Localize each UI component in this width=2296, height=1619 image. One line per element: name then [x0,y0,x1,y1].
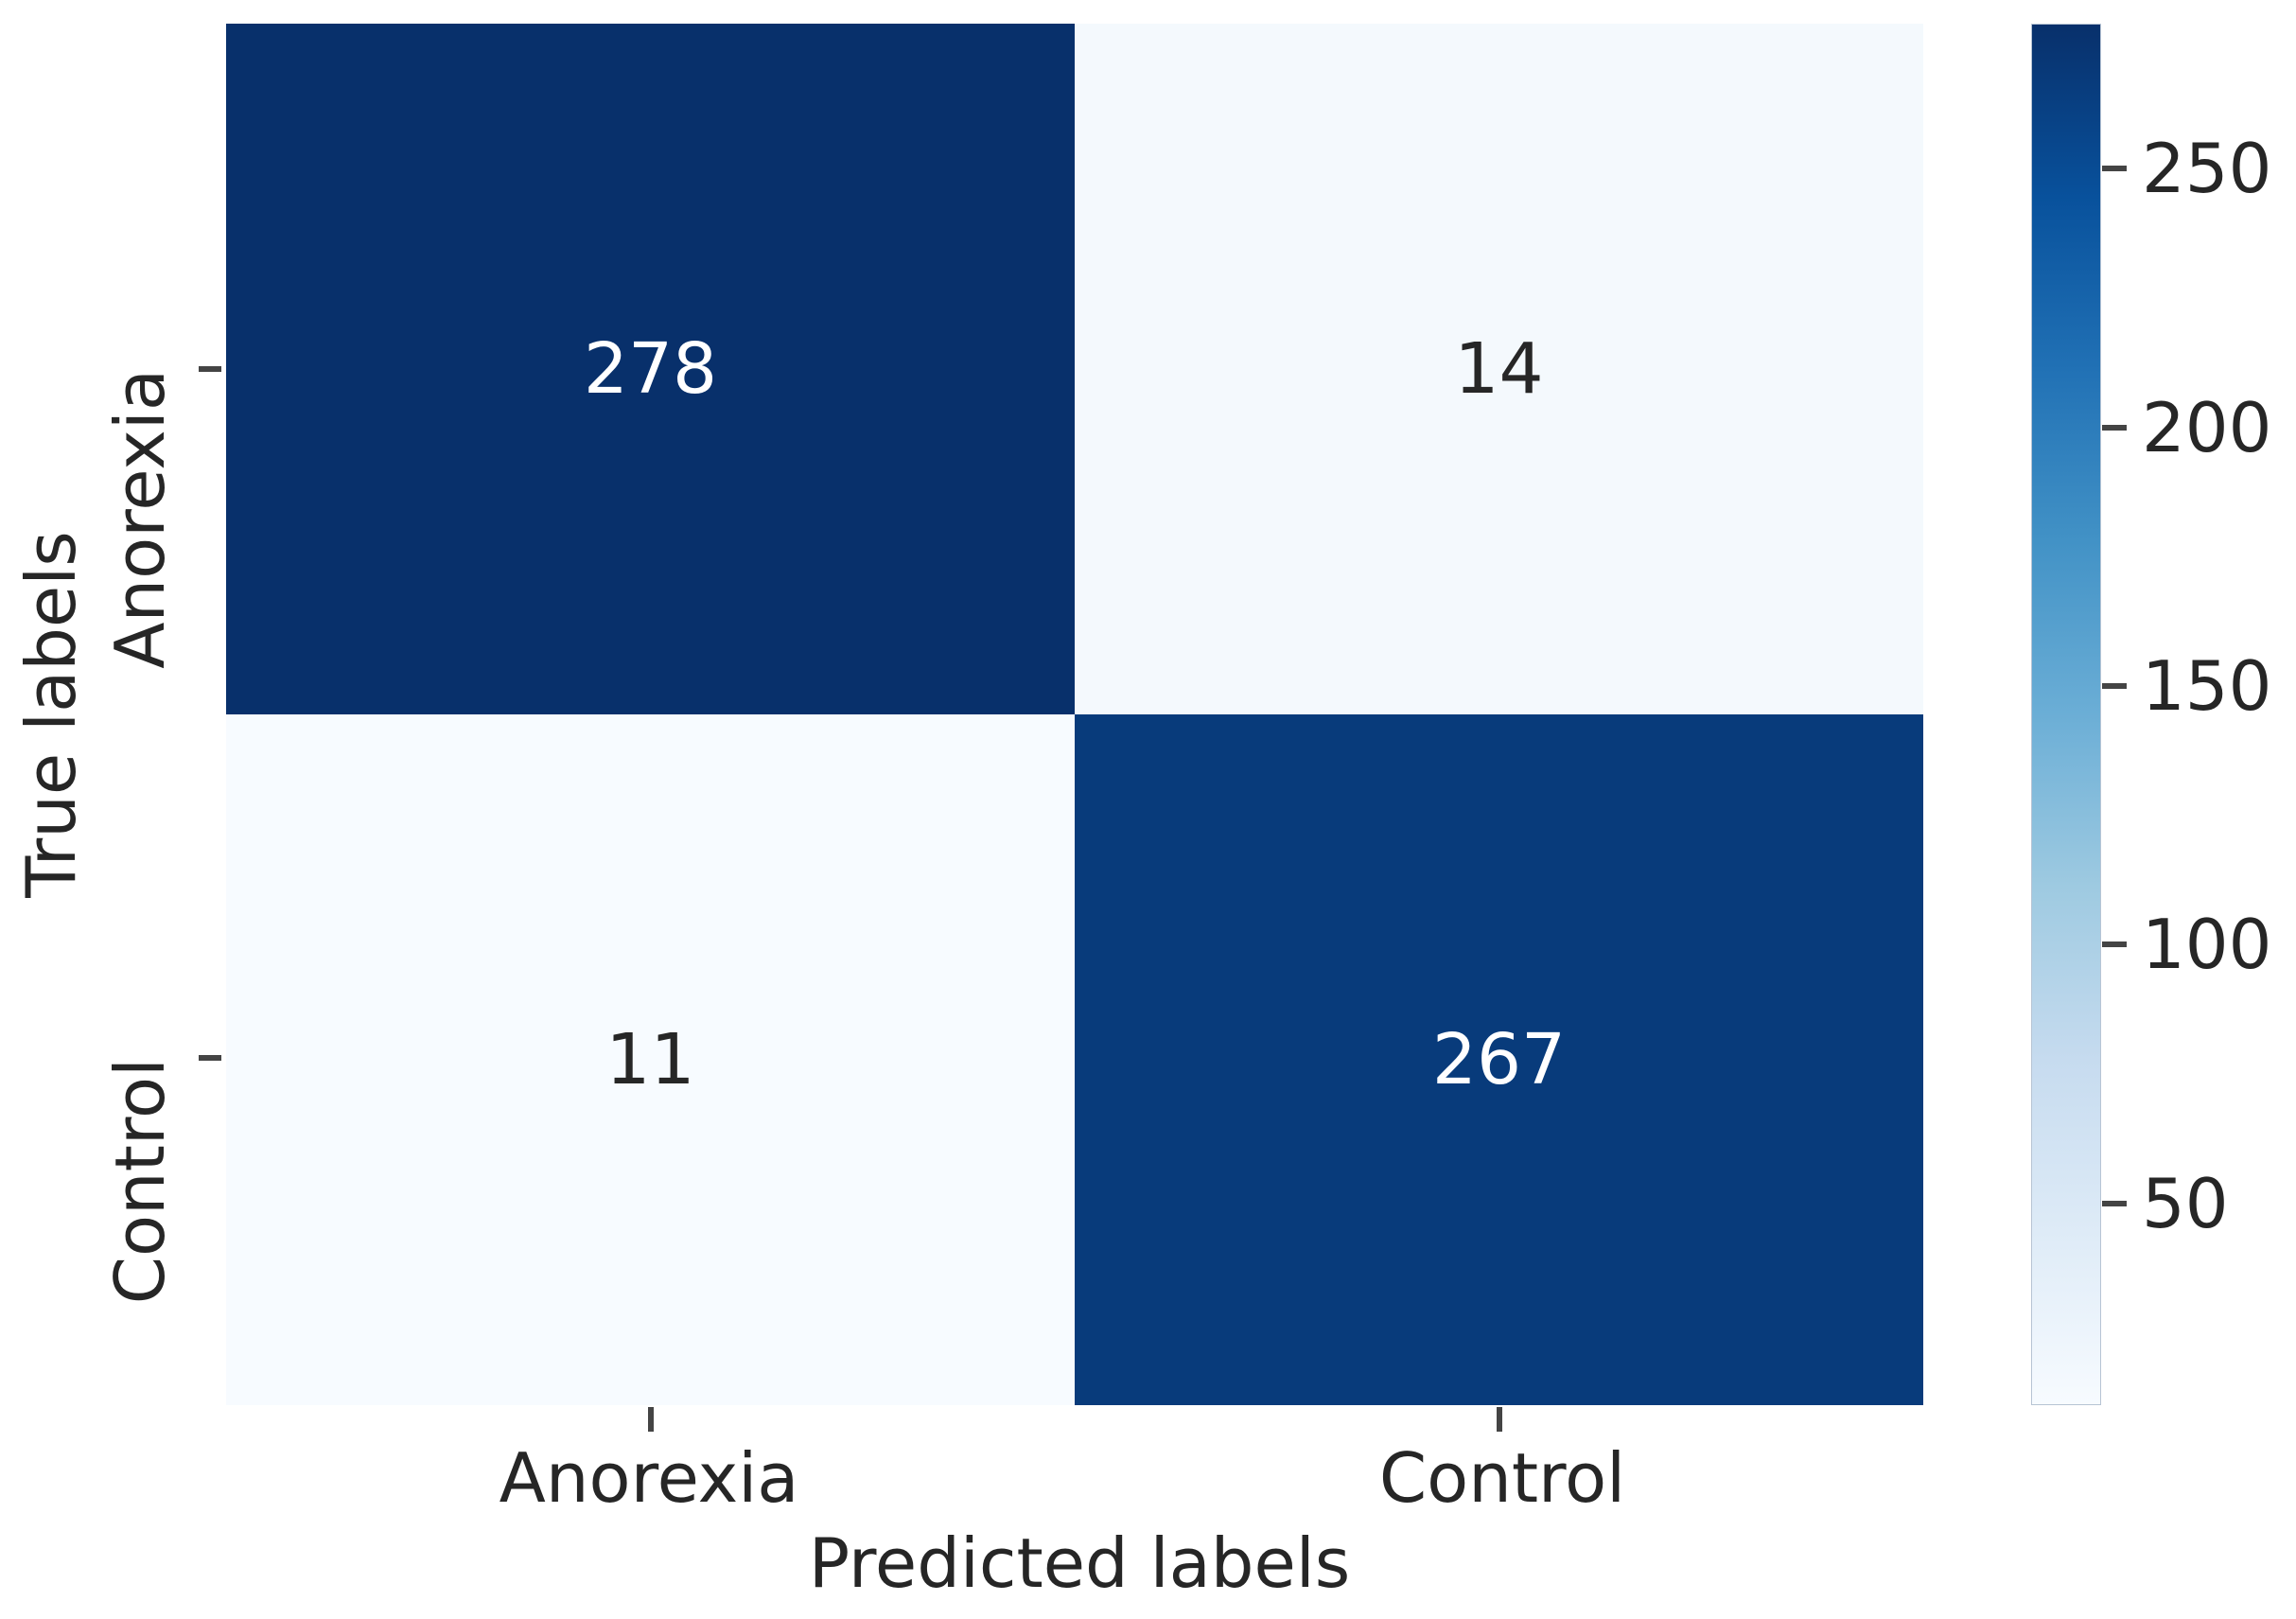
cell-true-control-pred-anorexia: 11 [226,714,1075,1405]
x-axis-label: Predicted labels [808,1523,1351,1603]
colorbar-tick-label-50: 50 [2142,1164,2229,1243]
y-axis-label: True labels [11,531,91,898]
cell-value: 267 [1431,1019,1567,1100]
x-tick-mark-control [1497,1407,1502,1432]
colorbar-tick-mark-200 [2102,425,2127,431]
colorbar-tick-mark-250 [2102,166,2127,171]
cell-value: 14 [1454,328,1544,410]
heatmap-grid: 278 14 11 267 [226,24,1923,1405]
cell-value: 278 [583,328,718,410]
x-tick-label-anorexia: Anorexia [499,1438,799,1518]
colorbar-tick-label-200: 200 [2142,388,2272,467]
colorbar-tick-mark-150 [2102,683,2127,689]
colorbar-tick-label-150: 150 [2142,646,2272,726]
cell-value: 11 [605,1019,695,1100]
y-tick-mark-anorexia [199,366,221,372]
y-tick-mark-control [199,1055,221,1061]
cell-true-control-pred-control: 267 [1075,714,1923,1405]
cell-true-anorexia-pred-anorexia: 278 [226,24,1075,714]
x-tick-mark-anorexia [648,1407,654,1432]
colorbar-tick-mark-100 [2102,941,2127,947]
colorbar-tick-mark-50 [2102,1201,2127,1206]
y-tick-label-control: Control [100,1058,180,1305]
colorbar-tick-label-100: 100 [2142,905,2272,984]
cell-true-anorexia-pred-control: 14 [1075,24,1923,714]
x-tick-label-control: Control [1378,1438,1626,1518]
colorbar-gradient [2031,24,2101,1405]
colorbar-tick-label-250: 250 [2142,129,2272,208]
y-tick-label-anorexia: Anorexia [100,369,180,669]
